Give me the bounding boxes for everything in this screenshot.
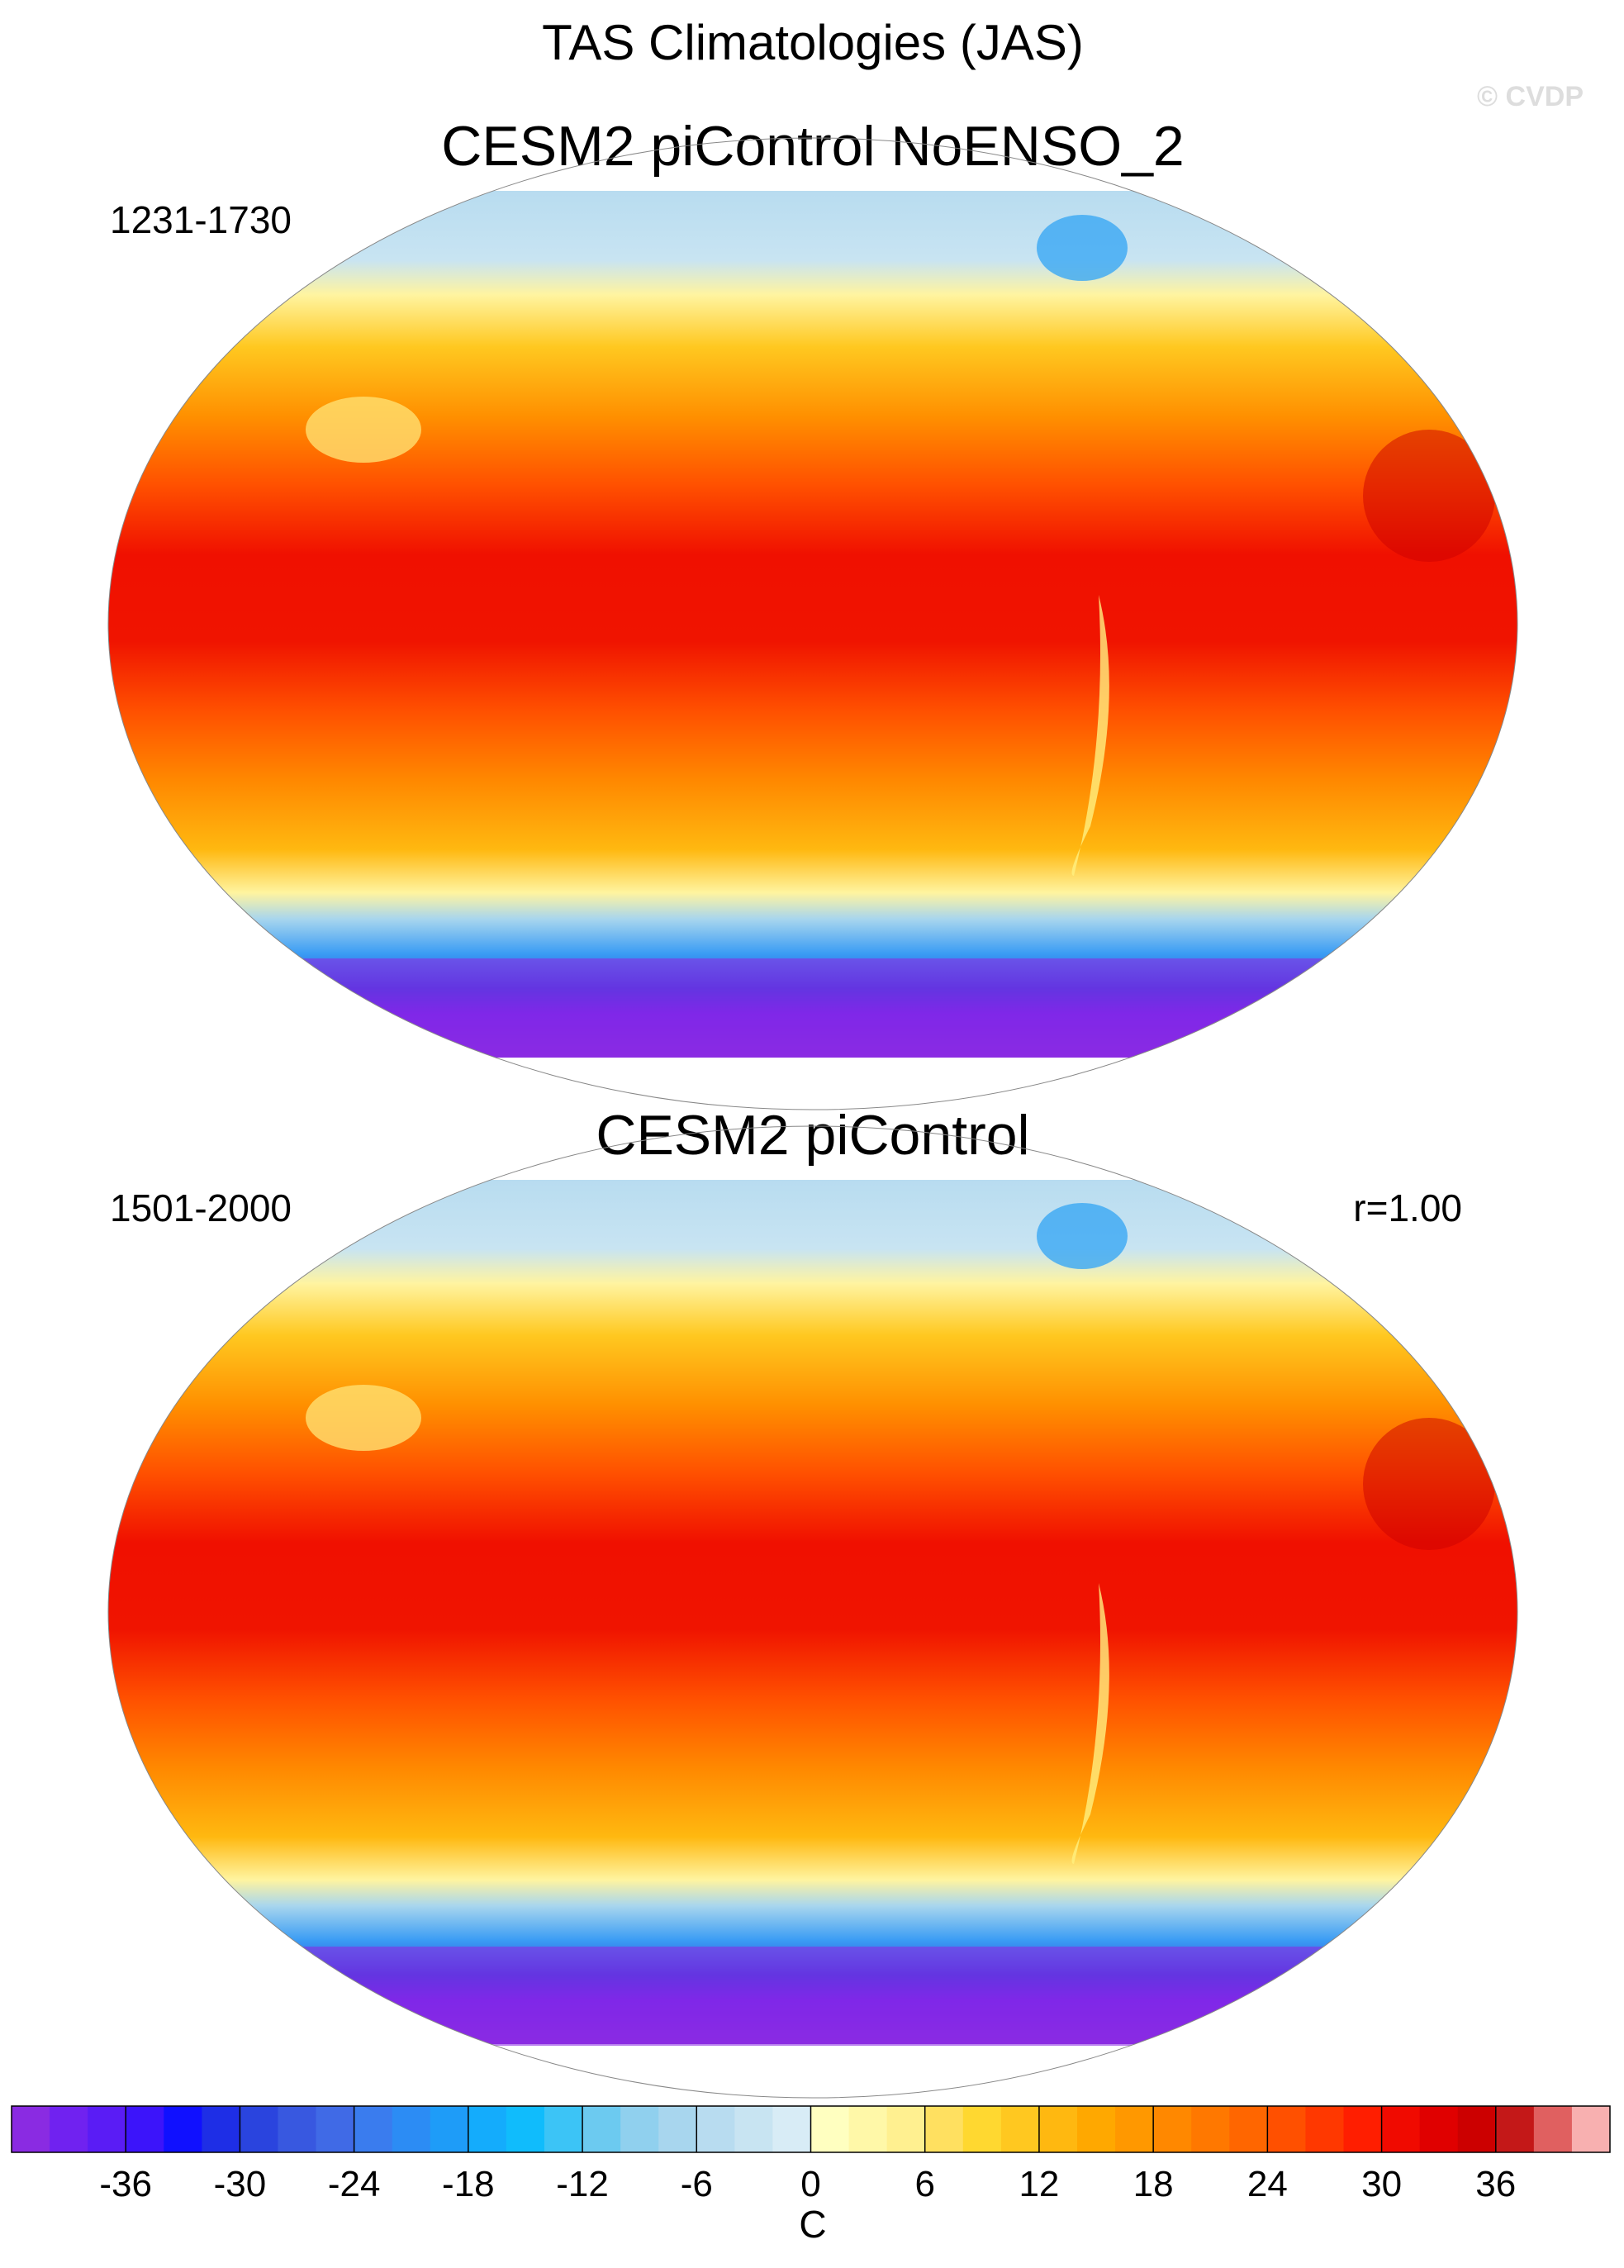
map (108, 191, 1517, 1058)
colorbar-box (620, 2106, 659, 2152)
colorbar-tick-label: -36 (99, 2164, 152, 2204)
colorbar-tick-label: -30 (214, 2164, 267, 2204)
colorbar-box (240, 2106, 278, 2152)
colorbar-box (1457, 2106, 1497, 2152)
colorbar-tick-label: 6 (914, 2164, 934, 2204)
colorbar-box (1495, 2106, 1535, 2152)
colorbar-box (1267, 2106, 1306, 2152)
colorbar-box (1229, 2106, 1268, 2152)
colorbar-tick-label: 36 (1475, 2164, 1516, 2204)
colorbar-tick-label: 24 (1247, 2164, 1288, 2204)
colorbar-tick-label: 18 (1133, 2164, 1174, 2204)
colorbar-box (316, 2106, 355, 2152)
colorbar-label: C (799, 2203, 826, 2246)
colorbar-box (392, 2106, 431, 2152)
colorbar-tick-label: 12 (1019, 2164, 1059, 2204)
colorbar-tick-label: -18 (442, 2164, 495, 2204)
colorbar-box (734, 2106, 773, 2152)
colorbar: -36 -30 -24 -18 -12 -6 0 6 12 18 24 30 36 (11, 2105, 1611, 2204)
figure-title: TAS Climatologies (JAS) (542, 15, 1084, 70)
colorbar-box (12, 2106, 50, 2152)
colorbar-box (278, 2106, 317, 2152)
colorbar-box (1115, 2106, 1154, 2152)
panel-period: 1501-2000 (110, 1186, 292, 1229)
colorbar-box (962, 2106, 1002, 2152)
colorbar-box (1038, 2106, 1078, 2152)
map-outline (107, 1125, 1518, 2099)
colorbar-box (848, 2106, 888, 2152)
colorbar-box (468, 2106, 507, 2152)
colorbar-box (544, 2106, 583, 2152)
colorbar-box (1381, 2106, 1421, 2152)
colorbar-box (1533, 2106, 1573, 2152)
colorbar-box (582, 2106, 621, 2152)
colorbar-box (1419, 2106, 1459, 2152)
colorbar-box (50, 2106, 88, 2152)
colorbar-box (658, 2106, 697, 2152)
colorbar-box (1077, 2106, 1116, 2152)
colorbar-box (886, 2106, 926, 2152)
panel-title: CESM2 piControl (596, 1104, 1029, 1167)
colorbar-tick-label: -24 (328, 2164, 381, 2204)
colorbar-box (1343, 2106, 1383, 2152)
colorbar-box (1191, 2106, 1230, 2152)
colorbar-tick-label: -12 (556, 2164, 609, 2204)
colorbar-box (1000, 2106, 1040, 2152)
colorbar-tick-label: -6 (681, 2164, 713, 2204)
colorbar-box (164, 2106, 202, 2152)
colorbar-box (1571, 2106, 1611, 2152)
panel-stat: r=1.00 (1353, 1186, 1462, 1229)
colorbar-tick-label: 30 (1361, 2164, 1402, 2204)
colorbar-box (202, 2106, 240, 2152)
colorbar-box (924, 2106, 964, 2152)
watermark: © CVDP (1477, 81, 1584, 112)
colorbar-box (1153, 2106, 1192, 2152)
colorbar-box (354, 2106, 393, 2152)
colorbar-box (126, 2106, 164, 2152)
colorbar-box (430, 2106, 469, 2152)
colorbar-box (696, 2106, 735, 2152)
panel-title: CESM2 piControl NoENSO_2 (441, 115, 1184, 178)
colorbar-box (88, 2106, 126, 2152)
colorbar-box (1305, 2106, 1344, 2152)
map-outline (107, 137, 1518, 1110)
colorbar-box (506, 2106, 545, 2152)
panel-period: 1231-1730 (110, 198, 292, 241)
map (108, 1180, 1517, 2046)
colorbar-tick-label: 0 (800, 2164, 820, 2204)
colorbar-box (810, 2106, 850, 2152)
colorbar-box (772, 2106, 811, 2152)
